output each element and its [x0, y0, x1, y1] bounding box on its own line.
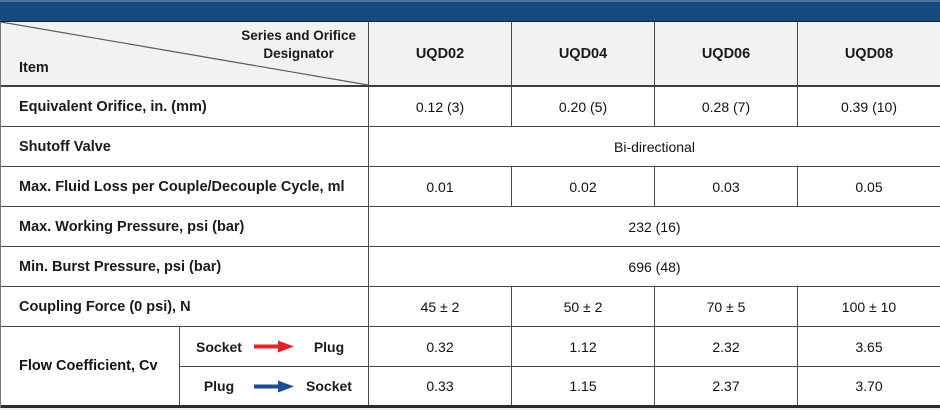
table-cell: 2.37 [654, 367, 797, 405]
subrow-plug-to-socket: Plug Socket 0.33 1.15 2.37 3.70 [179, 366, 940, 405]
subrow-socket-to-plug: Socket Plug 0.32 1.12 2.32 3.65 [179, 327, 940, 366]
table-cell: 0.28 (7) [654, 87, 797, 126]
direction-cell: Socket Plug [179, 327, 368, 366]
right-arrow-blue-icon [254, 380, 294, 392]
row-label: Max. Working Pressure, psi (bar) [19, 218, 245, 235]
row-label: Shutoff Valve [19, 138, 111, 155]
column-header-uqd02: UQD02 [368, 22, 511, 85]
table-cell: 0.32 [368, 327, 511, 366]
header-row: Series and Orifice Designator Item UQD02… [1, 22, 940, 87]
merged-value-cell: 696 (48) [368, 247, 940, 286]
table-cell: 3.70 [797, 367, 940, 405]
item-column-label: Item [19, 60, 49, 76]
right-arrow-red-icon [254, 340, 294, 353]
direction-cell: Plug Socket [179, 367, 368, 405]
table-cell: 2.32 [654, 327, 797, 366]
table-cell: 100 ± 10 [797, 287, 940, 326]
corner-title-line2: Designator [263, 45, 334, 61]
column-header-uqd08: UQD08 [797, 22, 940, 85]
row-coupling-force: Coupling Force (0 psi), N 45 ± 2 50 ± 2 … [1, 287, 940, 327]
merged-value-cell: Bi-directional [368, 127, 940, 166]
row-label: Flow Coefficient, Cv [19, 358, 158, 374]
direction-to-label: Socket [306, 378, 352, 394]
row-max-working-pressure: Max. Working Pressure, psi (bar) 232 (16… [1, 207, 940, 247]
row-label: Max. Fluid Loss per Couple/Decouple Cycl… [19, 178, 345, 195]
table-cell: 0.02 [511, 167, 654, 206]
table-cell: 70 ± 5 [654, 287, 797, 326]
table-grid: Series and Orifice Designator Item UQD02… [0, 22, 940, 408]
table-cell: 45 ± 2 [368, 287, 511, 326]
row-min-burst-pressure: Min. Burst Pressure, psi (bar) 696 (48) [1, 247, 940, 287]
row-equivalent-orifice: Equivalent Orifice, in. (mm) 0.12 (3) 0.… [1, 87, 940, 127]
direction-to-label: Plug [313, 338, 345, 355]
column-header-uqd04: UQD04 [511, 22, 654, 85]
table-cell: 1.12 [511, 327, 654, 366]
row-label: Equivalent Orifice, in. (mm) [19, 98, 207, 115]
row-label: Coupling Force (0 psi), N [19, 298, 191, 315]
table-cell: 50 ± 2 [511, 287, 654, 326]
corner-cell: Series and Orifice Designator Item [1, 22, 368, 85]
table-cell: 0.12 (3) [368, 87, 511, 126]
corner-title-line1: Series and Orifice [241, 28, 356, 43]
row-max-fluid-loss: Max. Fluid Loss per Couple/Decouple Cycl… [1, 167, 940, 207]
direction-from-label: Plug [203, 378, 235, 394]
table-header-bar [0, 0, 940, 22]
row-flow-coefficient: Flow Coefficient, Cv Socket Plug 0.32 1.… [1, 327, 940, 408]
table-cell: 0.33 [368, 367, 511, 405]
corner-title: Series and Orifice Designator [241, 27, 356, 62]
column-header-uqd06: UQD06 [654, 22, 797, 85]
table-cell: 0.03 [654, 167, 797, 206]
table-cell: 0.20 (5) [511, 87, 654, 126]
table-cell: 3.65 [797, 327, 940, 366]
table-cell: 0.05 [797, 167, 940, 206]
row-label: Min. Burst Pressure, psi (bar) [19, 258, 222, 275]
flow-subrows: Socket Plug 0.32 1.12 2.32 3.65 Plug [179, 327, 940, 405]
row-shutoff-valve: Shutoff Valve Bi-directional [1, 127, 940, 167]
diagonal-divider-line [1, 22, 368, 85]
table-cell: 0.01 [368, 167, 511, 206]
merged-value-cell: 232 (16) [368, 207, 940, 246]
direction-from-label: Socket [196, 338, 242, 355]
table-cell: 0.39 (10) [797, 87, 940, 126]
table-cell: 1.15 [511, 367, 654, 405]
